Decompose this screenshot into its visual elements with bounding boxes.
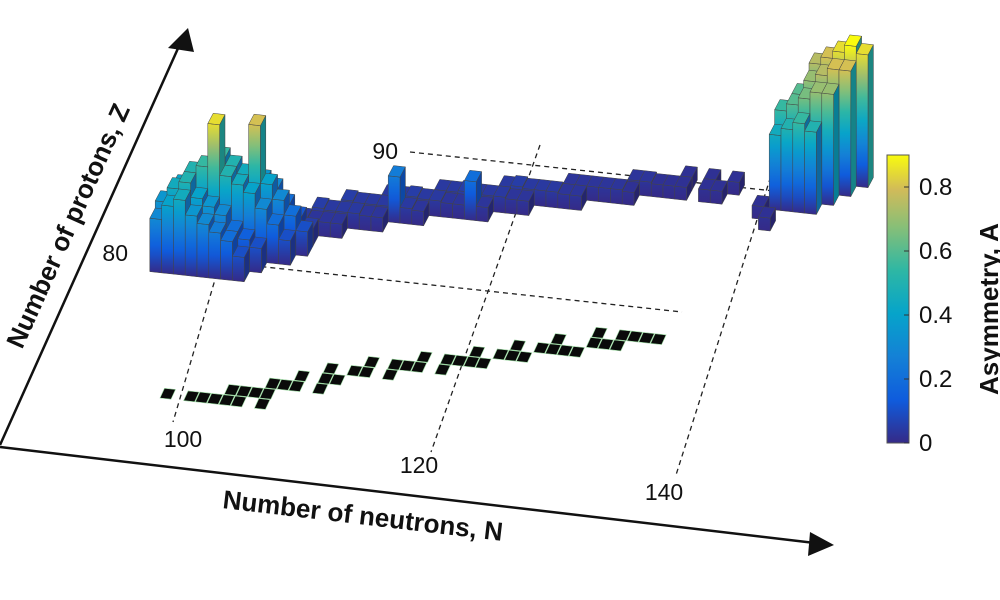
z-axis-title: Number of protons, Z: [0, 99, 136, 352]
bar: [838, 59, 857, 197]
floor-cell: [544, 343, 562, 356]
bar: [569, 184, 588, 211]
z-axis-arrow: [0, 34, 186, 446]
floor-cell: [451, 354, 468, 367]
floor-cell: [206, 393, 224, 405]
bar: [464, 170, 482, 221]
n-axis-title: Number of neutrons, N: [221, 484, 504, 547]
floor-cell: [468, 345, 486, 358]
floor-cell: [509, 339, 526, 352]
floor-cell: [293, 370, 311, 382]
floor-cell: [416, 351, 433, 363]
n-axis-arrow: [0, 445, 816, 545]
bar: [329, 212, 348, 239]
bar: [370, 206, 389, 233]
floor-cell: [363, 356, 380, 368]
bar: [855, 43, 874, 188]
floor-cell: [223, 384, 241, 396]
z-tick-label: 90: [372, 138, 398, 164]
bar: [709, 179, 728, 205]
bar: [475, 195, 494, 223]
floor-cell: [288, 380, 305, 392]
bar: [821, 82, 840, 206]
z-tick-label: 80: [102, 240, 128, 266]
floor-cell: [230, 395, 247, 408]
floor-cell: [264, 377, 282, 390]
bar: [249, 236, 268, 274]
floor-cell: [597, 338, 614, 350]
bar: [295, 220, 314, 257]
floor-cell: [247, 386, 264, 399]
floor-cell: [626, 330, 643, 343]
bar: [411, 199, 430, 227]
x-tick-label: 100: [164, 426, 202, 452]
floor-cell: [550, 333, 567, 345]
colorbar-tick-label: 0: [919, 430, 932, 457]
bar: [598, 176, 617, 204]
floor-cell: [381, 368, 399, 381]
bar: [278, 229, 297, 266]
floor-cell: [253, 398, 271, 410]
floor-cell: [159, 387, 176, 400]
floor-cell: [638, 332, 655, 344]
floor-cell: [218, 394, 235, 406]
floor-cell: [398, 359, 416, 372]
colorbar-ticks: 0 0.2 0.4 0.6 0.8: [904, 174, 952, 457]
floor-cell: [439, 353, 457, 366]
floor-cell: [276, 379, 293, 391]
floor-cell: [515, 351, 533, 363]
bars-group: [149, 34, 874, 283]
floor-cell: [434, 363, 451, 376]
floor-cell: [183, 390, 200, 403]
floor-cell: [410, 361, 428, 373]
floor-cell: [533, 342, 550, 354]
floor-cell: [568, 346, 585, 358]
floor-cell: [591, 326, 608, 339]
bar: [674, 175, 693, 201]
floor-cell: [504, 349, 521, 362]
z-axis-arrowhead: [168, 28, 194, 52]
bar: [586, 175, 605, 202]
floor-cell: [475, 357, 492, 370]
floor-cell: [358, 366, 375, 378]
colorbar-tick-label: 0.4: [919, 302, 952, 329]
floor-cell: [614, 329, 632, 342]
colorbar-tick-label: 0.6: [919, 238, 952, 265]
floor-cell: [585, 337, 603, 349]
floor-cell: [346, 365, 363, 377]
colorbar: [886, 154, 910, 444]
bar: [621, 180, 640, 206]
bar: [727, 170, 745, 196]
floor-cell: [463, 356, 480, 368]
floor-cell: [322, 362, 340, 375]
n-axis-arrowhead: [808, 532, 834, 556]
floor-cell: [650, 333, 667, 345]
bar: [758, 206, 776, 232]
colorbar-title: Asymmetry, A: [974, 223, 1000, 395]
floor-cell: [609, 339, 626, 352]
colorbar-tick-label: 0.8: [919, 174, 952, 201]
floor-cell: [329, 373, 346, 386]
floor-cell: [556, 344, 574, 357]
bar: [516, 189, 535, 216]
x-tick-label: 140: [645, 479, 683, 505]
floor-projection: [159, 326, 667, 410]
floor-cell: [311, 382, 329, 395]
floor-cell: [194, 391, 212, 404]
floor-cell: [235, 385, 253, 398]
floor-cell: [387, 358, 404, 371]
x-tick-label: 120: [400, 452, 438, 478]
bar: [804, 120, 823, 215]
colorbar-tick-label: 0.2: [919, 366, 952, 393]
floor-cell: [317, 372, 334, 385]
floor-cell: [492, 348, 509, 361]
bar: [232, 245, 250, 283]
floor-cell: [259, 387, 276, 400]
